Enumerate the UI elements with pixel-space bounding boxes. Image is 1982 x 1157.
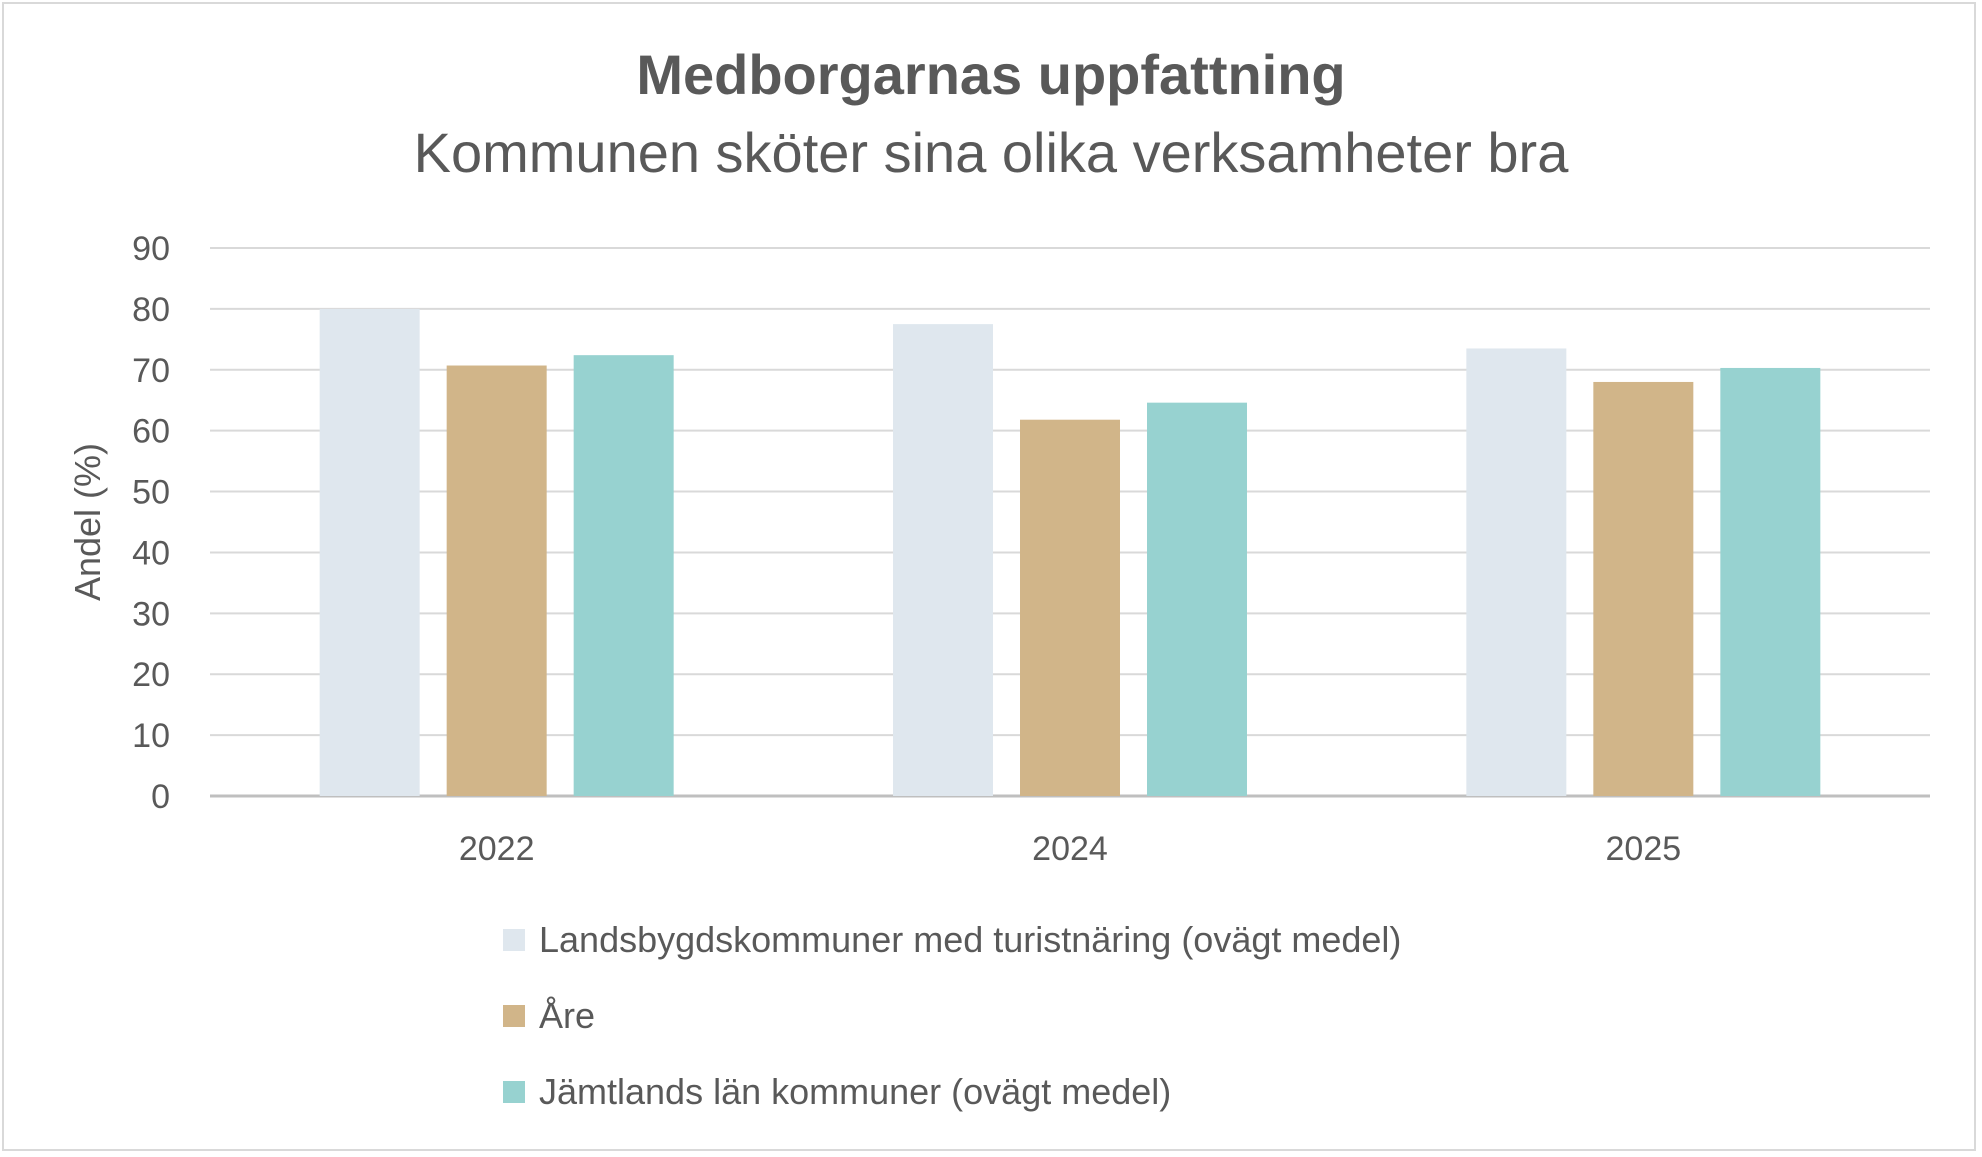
legend-label-are: Åre [539, 995, 596, 1036]
y-tick-label: 40 [132, 534, 170, 572]
y-tick-label: 80 [132, 291, 170, 329]
bar-are-2022 [446, 365, 547, 796]
legend-item-jamtland: Jämtlands län kommuner (ovägt medel) [503, 1067, 1401, 1117]
bar-jamtland-2024 [1147, 402, 1247, 796]
legend-item-landsbygd: Landsbygdskommuner med turistnäring (ovä… [503, 915, 1401, 965]
bar-jamtland-2022 [573, 355, 674, 796]
bar-landsbygd-2024 [893, 324, 993, 796]
y-tick-label: 90 [132, 230, 170, 268]
y-tick-label: 20 [132, 656, 170, 694]
legend: Landsbygdskommuner med turistnäring (ovä… [503, 915, 1401, 1143]
legend-item-are: Åre [503, 991, 1401, 1041]
y-tick-label: 70 [132, 352, 170, 390]
legend-swatch-jamtland [503, 1081, 525, 1103]
chart-subtitle: Kommunen sköter sina olika verksamheter … [413, 121, 1569, 184]
legend-label-jamtland: Jämtlands län kommuner (ovägt medel) [539, 1071, 1172, 1112]
legend-swatch-landsbygd [503, 929, 525, 951]
y-tick-label: 30 [132, 595, 170, 633]
bar-landsbygd-2022 [319, 308, 420, 796]
chart-title: Medborgarnas uppfattning [636, 43, 1346, 106]
bar-are-2025 [1593, 381, 1694, 796]
x-tick-label: 2024 [1032, 830, 1108, 868]
legend-swatch-are [503, 1005, 525, 1027]
legend-label-landsbygd: Landsbygdskommuner med turistnäring (ovä… [539, 919, 1402, 960]
y-tick-label: 10 [132, 717, 170, 755]
y-tick-label: 0 [151, 778, 170, 816]
bar-landsbygd-2025 [1466, 348, 1567, 796]
x-tick-label: 2022 [459, 830, 535, 868]
x-tick-label: 2025 [1606, 830, 1682, 868]
y-tick-label: 50 [132, 474, 170, 512]
bar-are-2024 [1020, 419, 1120, 796]
y-axis-title: Andel (%) [67, 443, 108, 601]
bar-jamtland-2025 [1720, 367, 1821, 796]
y-tick-label: 60 [132, 413, 170, 451]
